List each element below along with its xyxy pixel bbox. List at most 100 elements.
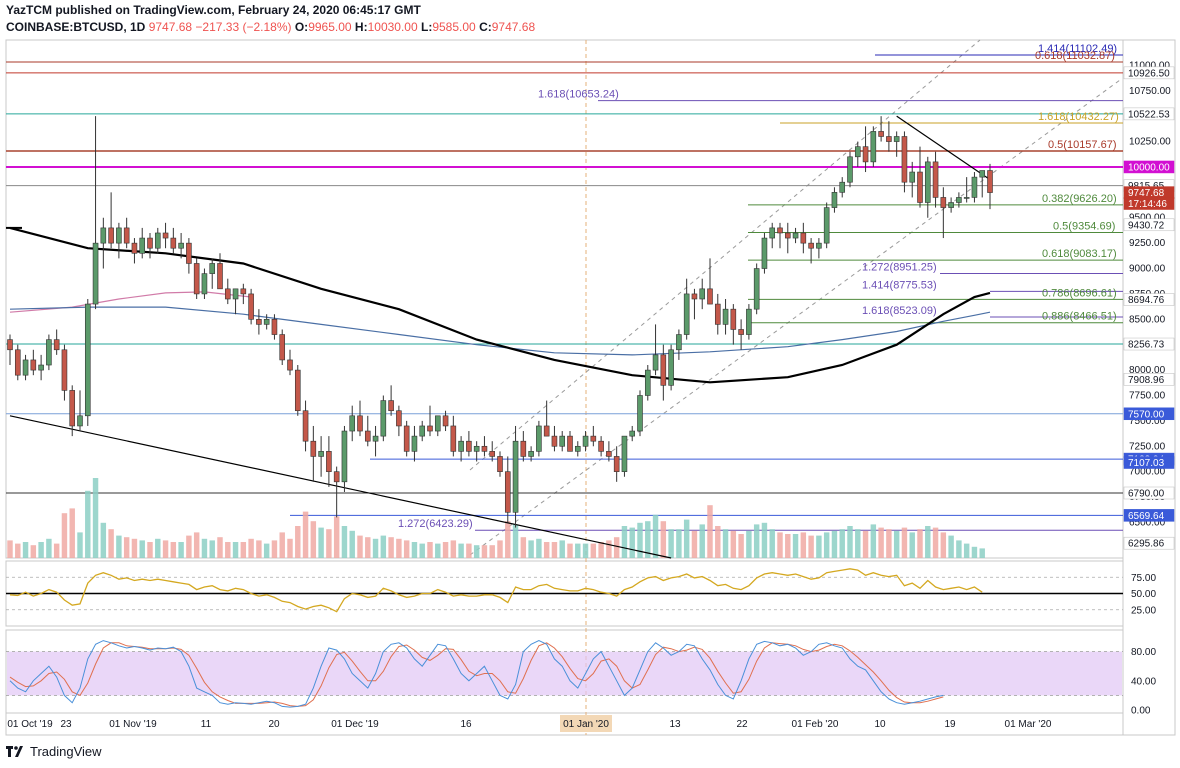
volume-bar xyxy=(92,478,99,558)
price-tick-label: 10750.00 xyxy=(1129,86,1171,97)
volume-bar xyxy=(738,534,744,558)
candle-body xyxy=(318,451,324,457)
low-label: L: xyxy=(421,20,433,34)
candle-body xyxy=(123,227,130,244)
price-tick-label: 10250.00 xyxy=(1129,137,1171,148)
volume-bar xyxy=(450,540,457,558)
volume-bar xyxy=(831,530,838,558)
candle-body xyxy=(108,227,114,244)
candle-body xyxy=(847,156,853,183)
candle-body xyxy=(909,171,916,183)
candle-body xyxy=(201,273,208,295)
candle-body xyxy=(862,146,869,163)
candle-body xyxy=(333,471,340,483)
candle-body xyxy=(551,435,558,447)
footer-brand[interactable]: TradingView xyxy=(6,744,102,759)
candle-body xyxy=(629,430,636,437)
price-tag-label: 6295.86 xyxy=(1128,539,1165,550)
candle-body xyxy=(699,288,706,300)
fib-level-label: 1.414(8775.53) xyxy=(862,279,937,291)
time-tick-label: 01 Mar '20 xyxy=(1005,719,1052,730)
volume-bar xyxy=(637,522,643,558)
volume-bar xyxy=(481,545,488,558)
time-tick-label: 20 xyxy=(268,719,280,730)
ma-blue-line xyxy=(9,306,991,356)
candle-body xyxy=(676,334,682,351)
candle-body xyxy=(100,227,107,244)
candle-body xyxy=(489,451,496,457)
candle-body xyxy=(893,136,900,142)
volume-bar xyxy=(847,526,853,558)
candle-body xyxy=(979,170,986,178)
volume-bar xyxy=(559,540,565,558)
candle-body xyxy=(823,207,830,244)
volume-bar xyxy=(551,542,558,558)
volume-bar xyxy=(108,529,114,558)
candle-body xyxy=(411,435,418,452)
candle-body xyxy=(722,308,729,325)
volume-bar xyxy=(46,538,52,558)
volume-bar xyxy=(302,511,309,558)
time-tick-label: 11 xyxy=(201,719,212,730)
stoch-tick-label: 0.00 xyxy=(1131,706,1151,717)
volume-bar xyxy=(170,542,177,558)
candle-body xyxy=(442,415,449,427)
candle-body xyxy=(403,425,410,452)
candle-body xyxy=(287,359,293,371)
candle-body xyxy=(427,425,433,432)
candle-body xyxy=(886,136,892,142)
candle-body xyxy=(504,471,511,513)
candle-body xyxy=(932,161,939,198)
candle-body xyxy=(209,263,216,274)
volume-bar xyxy=(901,527,908,558)
candle-body xyxy=(294,369,301,412)
candle-body xyxy=(613,456,620,472)
volume-bar xyxy=(971,546,978,558)
volume-bar xyxy=(862,530,869,558)
volume-bar xyxy=(473,545,480,558)
stoch-band xyxy=(7,651,1122,696)
price-tag-label: 6569.64 xyxy=(1128,511,1165,522)
volume-bar xyxy=(505,521,511,558)
candle-body xyxy=(364,430,371,442)
price-tag xyxy=(1123,486,1175,500)
candle-body xyxy=(940,197,947,208)
volume-bar xyxy=(621,526,628,558)
volume-bar xyxy=(435,543,441,558)
candle-body xyxy=(224,288,231,300)
volume-bar xyxy=(528,540,534,558)
price-tick-label: 9250.00 xyxy=(1129,238,1166,249)
candle-body xyxy=(691,293,698,300)
volume-bar xyxy=(925,526,931,558)
volume-bar xyxy=(388,537,394,558)
candle-body xyxy=(637,395,643,432)
volume-bar xyxy=(917,529,923,558)
candle-body xyxy=(458,440,464,452)
volume-bar xyxy=(38,542,44,558)
volume-bar xyxy=(287,538,293,558)
volume-bar xyxy=(567,543,573,558)
volume-bar xyxy=(458,543,464,558)
high-value: 10030.00 xyxy=(367,20,418,34)
price-tick-label: 7000.00 xyxy=(1129,467,1166,478)
candle-body xyxy=(178,242,184,249)
price-tag-label: 7908.96 xyxy=(1128,375,1165,386)
candle-body xyxy=(520,440,527,457)
fib-level-label: 0.5(9354.69) xyxy=(1053,221,1115,233)
volume-bar xyxy=(497,540,503,558)
candle-body xyxy=(901,136,908,183)
price-tag xyxy=(1123,373,1175,386)
price-tag-label: 9430.72 xyxy=(1128,220,1165,231)
volume-bar xyxy=(155,538,161,558)
volume-bar xyxy=(209,540,215,558)
price-chart[interactable]: 1.414(11102.49)0.618(11032.87) 1.618(1065… xyxy=(0,0,1180,740)
fib-level-label: 1.272(6423.29) xyxy=(398,518,473,530)
volume-bar xyxy=(310,521,317,558)
price-tag xyxy=(1123,536,1175,550)
rsi-tick-label: 75.00 xyxy=(1131,573,1156,584)
candle-body xyxy=(730,308,737,330)
publisher-line: YazTCM published on TradingView.com, Feb… xyxy=(6,3,421,17)
candle-body xyxy=(240,288,247,295)
volume-bar xyxy=(15,543,21,558)
volume-bar xyxy=(940,532,947,558)
